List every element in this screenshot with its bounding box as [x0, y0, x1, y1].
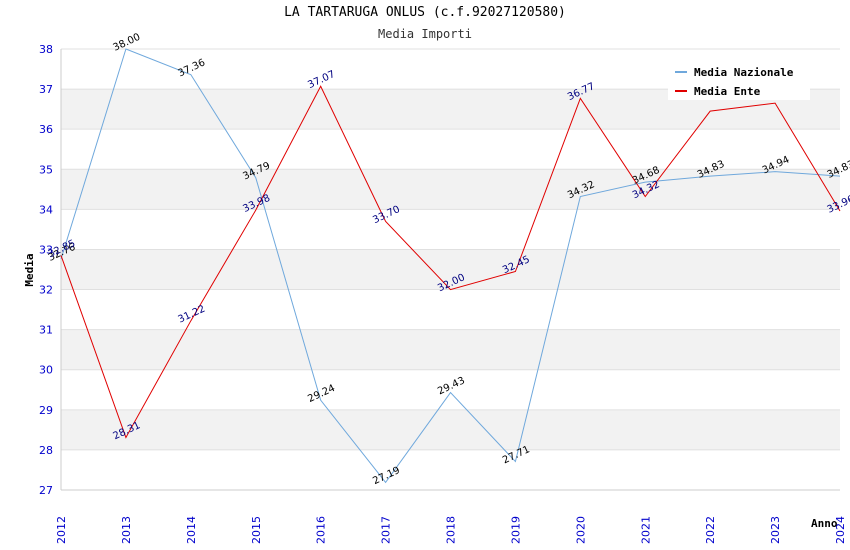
y-tick-label: 27 — [39, 484, 53, 497]
x-tick-label: 2016 — [315, 516, 328, 544]
x-tick-label: 2022 — [704, 516, 717, 544]
x-tick-labels: 2012 2013 2014 2015 2016 2017 2018 2019 2020 2021… — [55, 516, 847, 544]
legend: Media Nazionale Media Ente — [668, 60, 810, 100]
y-tick-label: 35 — [39, 163, 53, 176]
series-lines — [60, 48, 841, 484]
y-tick-label: 34 — [39, 203, 53, 216]
data-label: 31.22 — [176, 304, 207, 326]
x-tick-label: 2014 — [185, 516, 198, 544]
chart-subtitle: Media Importi — [378, 27, 472, 41]
data-label: 27.19 — [371, 465, 402, 487]
y-tick-label: 28 — [39, 444, 53, 457]
grid-band — [61, 409, 840, 450]
y-tick-label: 31 — [39, 324, 53, 337]
x-tick-label: 2019 — [509, 516, 522, 544]
y-tick-label: 37 — [39, 83, 53, 96]
series-line-media-ente — [60, 85, 841, 439]
y-tick-label: 29 — [39, 404, 53, 417]
y-tick-label: 33 — [39, 243, 53, 256]
legend-label: Media Ente — [694, 85, 761, 98]
x-tick-label: 2021 — [639, 516, 652, 544]
y-tick-label: 32 — [39, 284, 53, 297]
x-tick-label: 2023 — [769, 516, 782, 544]
grid-band — [61, 329, 840, 370]
y-axis-label: Media — [23, 253, 36, 286]
grid-band — [61, 249, 840, 290]
legend-box — [668, 60, 810, 100]
x-tick-label: 2013 — [120, 516, 133, 544]
x-tick-label: 2024 — [834, 516, 847, 544]
x-tick-label: 2020 — [574, 516, 587, 544]
x-tick-label: 2012 — [55, 516, 68, 544]
series-line-media-nazionale — [60, 48, 841, 484]
y-tick-label: 30 — [39, 364, 53, 377]
x-tick-label: 2015 — [250, 516, 263, 544]
y-tick-label: 36 — [39, 123, 53, 136]
grid-bands — [61, 89, 840, 450]
data-label: 38.00 — [112, 32, 143, 54]
y-tick-label: 38 — [39, 43, 53, 56]
x-tick-label: 2017 — [380, 516, 393, 544]
x-axis-label: Anno — [811, 517, 838, 530]
legend-label: Media Nazionale — [694, 66, 794, 79]
x-tick-label: 2018 — [445, 516, 458, 544]
y-tick-labels: 27 28 29 30 31 32 33 34 35 36 37 38 — [39, 43, 53, 497]
chart-title: LA TARTARUGA ONLUS (c.f.92027120580) — [284, 5, 566, 20]
